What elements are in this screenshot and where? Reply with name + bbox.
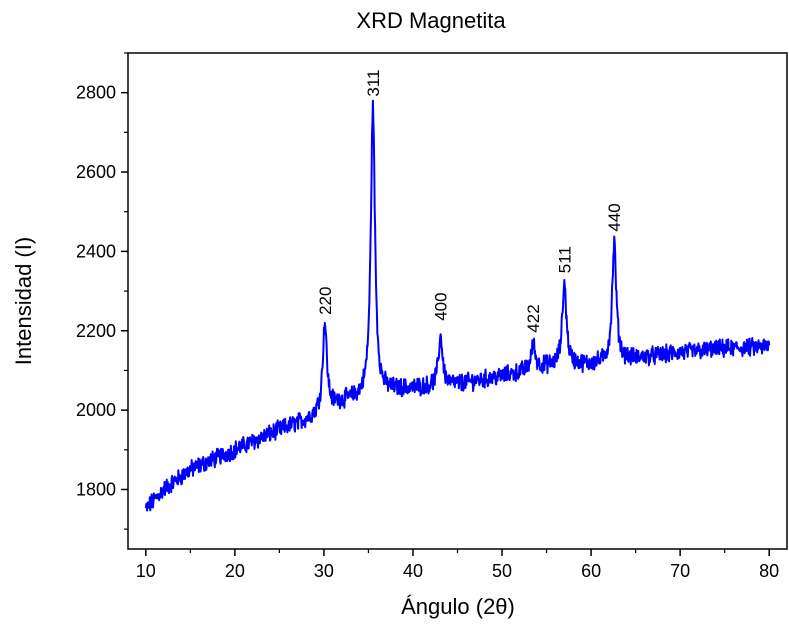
y-tick-label: 2000 [76, 400, 116, 420]
x-tick-label: 40 [403, 561, 423, 581]
x-axis-label: Ángulo (2θ) [401, 594, 515, 619]
peak-label: 311 [364, 69, 383, 96]
y-axis-label: Intensidad (I) [11, 237, 36, 365]
x-tick-label: 60 [581, 561, 601, 581]
x-tick-label: 30 [314, 561, 334, 581]
x-tick-label: 10 [136, 561, 156, 581]
peak-label: 440 [605, 203, 624, 231]
y-tick-label: 2200 [76, 321, 116, 341]
x-tick-label: 20 [225, 561, 245, 581]
y-tick-label: 1800 [76, 479, 116, 499]
chart-title: XRD Magnetita [356, 8, 506, 33]
peak-label: 220 [316, 287, 335, 315]
axis-ticks: 10 20 30 40 50 60 70 80 1800 2000 2200 2400 2600 2800 [76, 52, 779, 581]
peak-label: 400 [432, 292, 451, 320]
y-tick-label: 2600 [76, 162, 116, 182]
xrd-series-line [144, 99, 771, 512]
x-tick-label: 70 [670, 561, 690, 581]
series-layer [144, 99, 771, 512]
y-tick-label: 2400 [76, 241, 116, 261]
x-tick-label: 80 [759, 561, 779, 581]
peak-label: 422 [524, 304, 543, 332]
peak-annotations: 220 311 400 422 511 440 [316, 69, 624, 332]
peak-label: 511 [555, 246, 574, 273]
plot-frame [127, 52, 788, 550]
y-tick-label: 2800 [76, 83, 116, 103]
x-tick-label: 50 [492, 561, 512, 581]
